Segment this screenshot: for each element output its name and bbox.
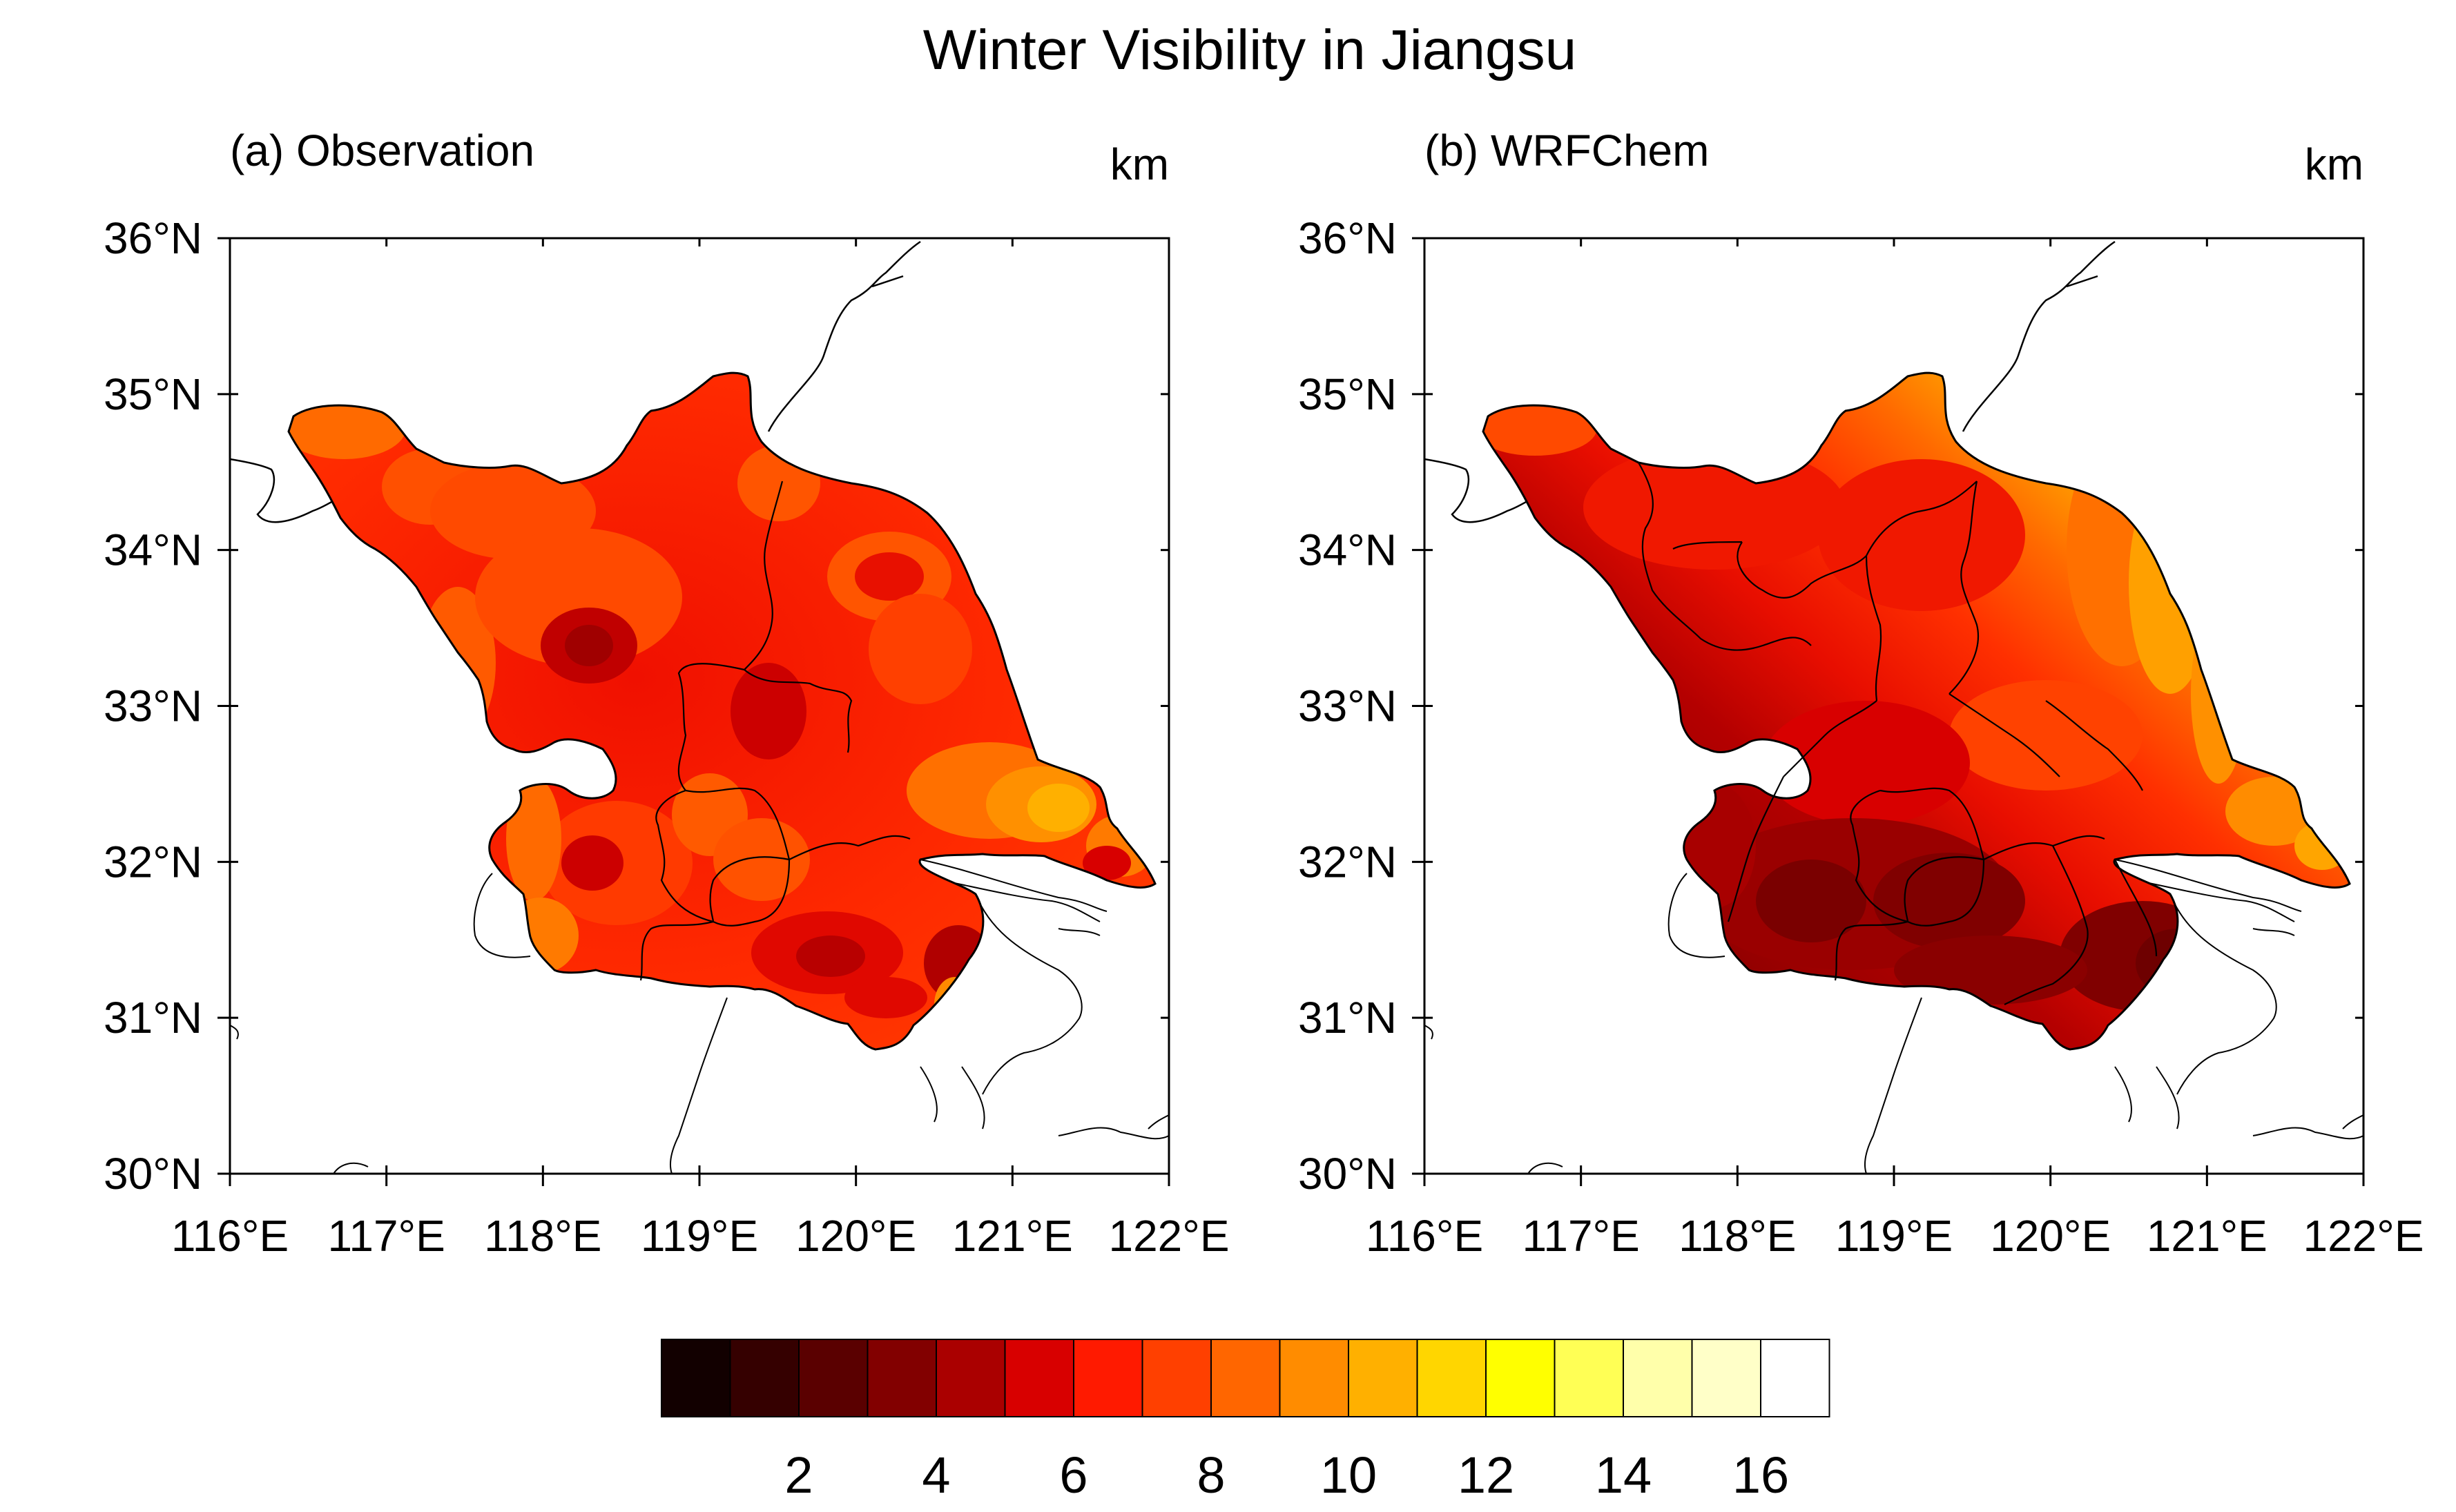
colorbar-box [1554, 1339, 1624, 1417]
lat-tick-label: 32°N [104, 837, 202, 886]
coastline [767, 240, 921, 432]
city-borders [639, 481, 911, 981]
lon-tick-label: 118°E [484, 1211, 601, 1261]
colorbar-label: 6 [1059, 1446, 1087, 1504]
lat-tick-label: 35°N [1298, 369, 1397, 419]
lat-tick-label: 36°N [1298, 213, 1397, 263]
colorbar-box [867, 1339, 937, 1417]
lon-tick-label: 119°E [641, 1211, 758, 1261]
colorbar-label: 12 [1458, 1446, 1514, 1504]
colorbar-box [1623, 1339, 1693, 1417]
colorbar-box [1416, 1339, 1487, 1417]
coastline [1424, 1025, 2363, 1130]
panel-wrfchem: (b) WRFChem km [1298, 126, 2424, 1261]
coastline [1962, 240, 2116, 432]
colorbar-box [936, 1339, 1006, 1417]
colorbar-label: 16 [1732, 1446, 1789, 1504]
panel-a-units: km [1110, 139, 1169, 189]
colorbar-box [661, 1339, 731, 1417]
coastline [230, 1025, 1169, 1130]
colorbar: 2 4 6 8 10 12 14 16 [661, 1339, 1830, 1504]
colorbar-label: 2 [784, 1446, 813, 1504]
lon-tick-label: 119°E [1835, 1211, 1953, 1261]
colorbar-box [729, 1339, 800, 1417]
lon-tick-label: 122°E [2303, 1211, 2424, 1261]
lon-tick-label: 118°E [1679, 1211, 1796, 1261]
colorbar-box [1485, 1339, 1556, 1417]
colorbar-box [1004, 1339, 1074, 1417]
lon-tick-label: 116°E [1366, 1211, 1483, 1261]
panel-a-label: (a) Observation [230, 126, 534, 175]
lon-tick-label: 121°E [952, 1211, 1073, 1261]
colorbar-label: 8 [1197, 1446, 1225, 1504]
lat-tick-label: 34°N [104, 525, 202, 575]
lat-tick-label: 32°N [1298, 837, 1397, 886]
axis-ticks-a: 36°N 35°N 34°N 33°N 32°N 31°N 30°N 116°E 117°E 11… [104, 213, 1230, 1261]
lon-tick-label: 117°E [1522, 1211, 1640, 1261]
colorbar-label: 10 [1320, 1446, 1377, 1504]
colorbar-label: 4 [922, 1446, 950, 1504]
lat-tick-label: 31°N [104, 993, 202, 1043]
city-borders [1638, 462, 2158, 1005]
colorbar-box [1210, 1339, 1281, 1417]
lon-tick-label: 120°E [795, 1211, 916, 1261]
colorbar-box [1691, 1339, 1761, 1417]
lat-tick-label: 33°N [1298, 681, 1397, 731]
lat-tick-label: 33°N [104, 681, 202, 731]
panel-observation: (a) Observation km [104, 126, 1230, 1261]
contour-patches [1483, 400, 2350, 1011]
lat-tick-label: 31°N [1298, 993, 1397, 1043]
lat-tick-label: 35°N [104, 369, 202, 419]
lon-tick-label: 120°E [1990, 1211, 2111, 1261]
axis-ticks-b: 36°N 35°N 34°N 33°N 32°N 31°N 30°N 116°E 117°E 11… [1298, 213, 2424, 1261]
colorbar-box [798, 1339, 869, 1417]
coastline [2114, 893, 2277, 1130]
colorbar-box [1141, 1339, 1212, 1417]
lat-tick-label: 34°N [1298, 525, 1397, 575]
lon-tick-label: 117°E [328, 1211, 445, 1261]
coastline [920, 893, 1083, 1130]
panel-b-units: km [2305, 139, 2363, 189]
lat-tick-label: 30°N [104, 1149, 202, 1199]
panel-b-label: (b) WRFChem [1424, 126, 1709, 175]
lat-tick-label: 30°N [1298, 1149, 1397, 1199]
colorbar-box [1279, 1339, 1349, 1417]
coastline [1527, 873, 2363, 1174]
colorbar-box [1073, 1339, 1143, 1417]
lat-tick-label: 36°N [104, 213, 202, 263]
lon-tick-label: 122°E [1108, 1211, 1229, 1261]
colorbar-label: 14 [1595, 1446, 1652, 1504]
colorbar-box [1760, 1339, 1830, 1417]
colorbar-box [1348, 1339, 1418, 1417]
coastline [920, 859, 1108, 936]
coastline [333, 873, 1169, 1174]
lon-tick-label: 121°E [2147, 1211, 2268, 1261]
coastline [2114, 859, 2302, 936]
figure-title: Winter Visibility in Jiangsu [923, 19, 1576, 81]
lon-tick-label: 116°E [171, 1211, 289, 1261]
